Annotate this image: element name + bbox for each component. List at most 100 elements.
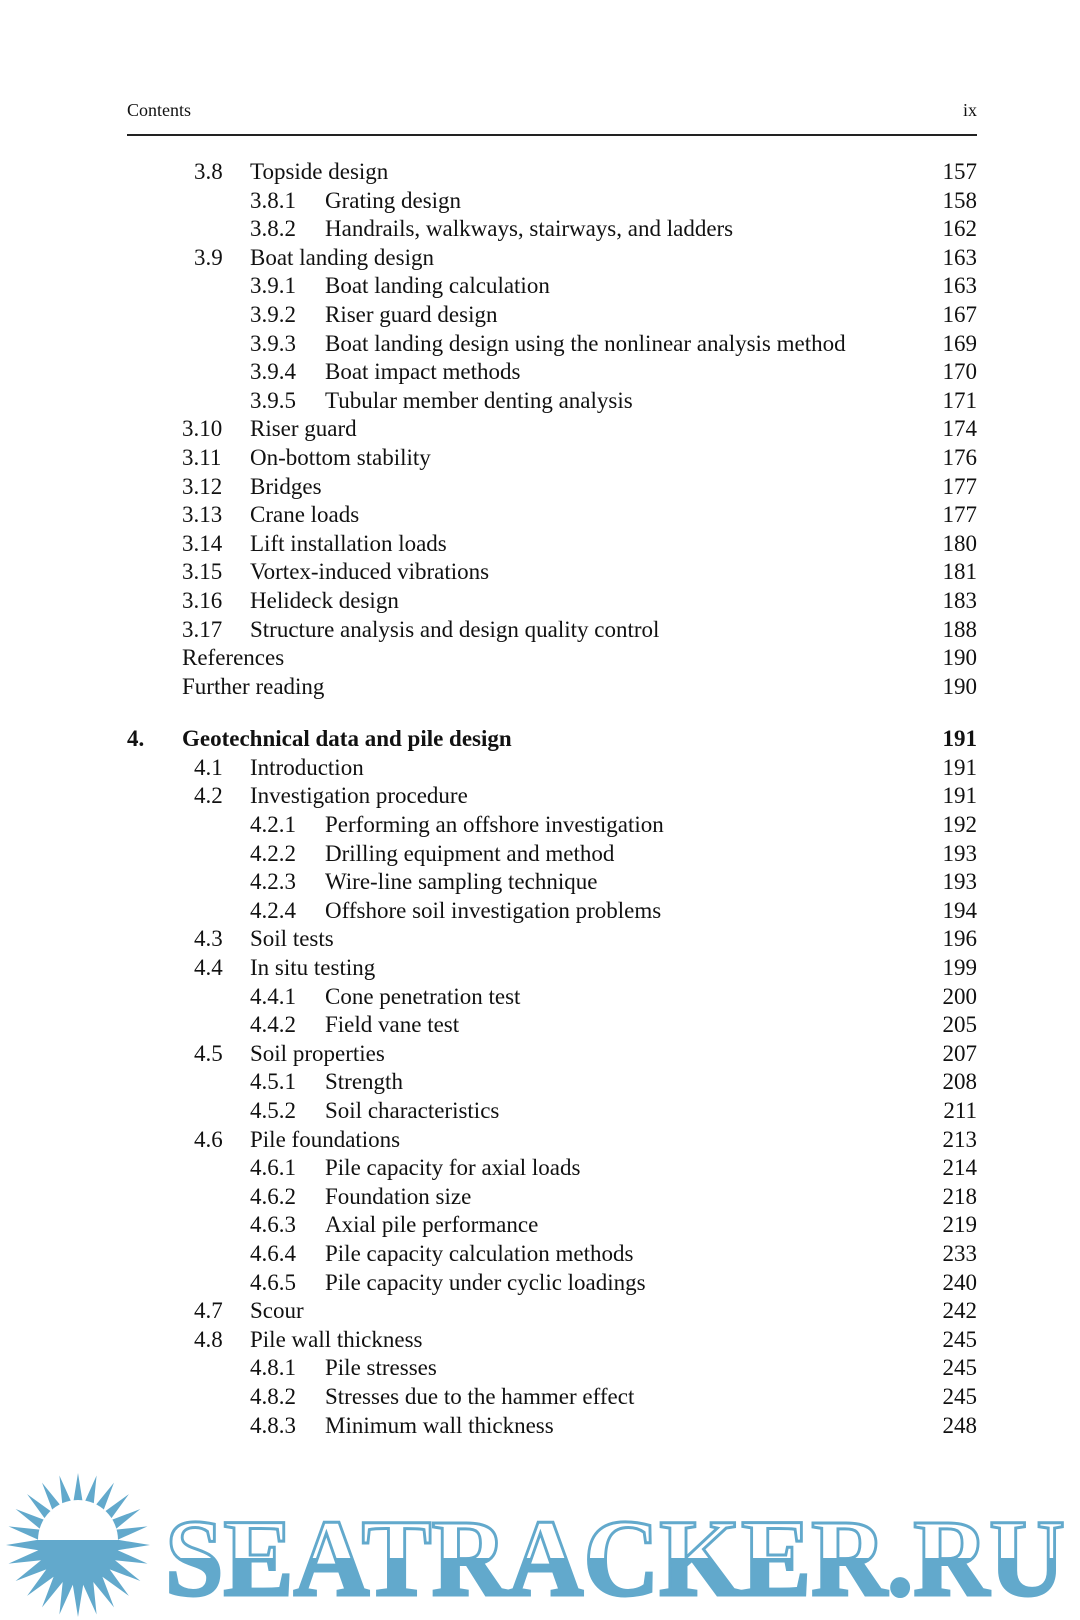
running-header: Contents ix bbox=[127, 100, 977, 121]
section-title: Riser guard bbox=[250, 416, 357, 442]
section-title: Soil properties bbox=[250, 1040, 385, 1066]
page-ref: 193 bbox=[942, 840, 978, 866]
section-number: 4.8.3 bbox=[250, 1412, 296, 1438]
section-number: 4.1 bbox=[194, 754, 223, 780]
section-title: In situ testing bbox=[250, 955, 376, 981]
section-title: Grating design bbox=[325, 187, 462, 213]
header-section-title: Contents bbox=[127, 100, 192, 120]
section-number: 3.12 bbox=[182, 473, 223, 499]
toc-entry: 4.6.2 Foundation size 218 bbox=[127, 1183, 977, 1212]
toc-entry: 3.14 Lift installation loads 180 bbox=[127, 530, 977, 559]
section-title: Drilling equipment and method bbox=[325, 840, 615, 866]
toc-entry: 4.8.3 Minimum wall thickness 248 bbox=[127, 1412, 977, 1441]
page-ref: 245 bbox=[942, 1383, 978, 1409]
section-title: Pile capacity calculation methods bbox=[325, 1240, 634, 1266]
toc-entry: 4.2.3 Wire-line sampling technique 193 bbox=[127, 868, 977, 897]
page-ref: 180 bbox=[942, 530, 978, 556]
section-title: On-bottom stability bbox=[250, 444, 431, 470]
section-number: 3.9 bbox=[194, 244, 223, 270]
toc-entry: 4.4.1 Cone penetration test 200 bbox=[127, 983, 977, 1012]
section-number: 3.8 bbox=[194, 159, 223, 184]
page-ref: 183 bbox=[942, 587, 978, 613]
section-number: 4.4 bbox=[194, 955, 223, 981]
section-title: Performing an offshore investigation bbox=[325, 812, 664, 838]
page-ref: 191 bbox=[942, 783, 978, 809]
toc-entry: 3.9.4 Boat impact methods 170 bbox=[127, 358, 977, 387]
section-number: 3.9.1 bbox=[250, 273, 296, 299]
section-number: 3.15 bbox=[182, 559, 223, 585]
page-ref: 242 bbox=[942, 1298, 978, 1324]
toc-entry: 4.6 Pile foundations 213 bbox=[127, 1126, 977, 1155]
section-number: 3.17 bbox=[182, 616, 223, 642]
section-title: Bridges bbox=[250, 473, 322, 499]
toc-entry: 4.8 Pile wall thickness 245 bbox=[127, 1326, 977, 1355]
section-number: 3.9.4 bbox=[250, 359, 296, 385]
page-ref: 176 bbox=[942, 444, 978, 470]
page-ref: 162 bbox=[942, 216, 978, 242]
toc-entry: 4.4 In situ testing 199 bbox=[127, 954, 977, 983]
page-ref: 218 bbox=[942, 1183, 978, 1209]
page-ref: 248 bbox=[942, 1412, 978, 1438]
page-ref: 170 bbox=[942, 359, 978, 385]
section-number: 4.8.2 bbox=[250, 1383, 296, 1409]
section-title: Boat landing design using the nonlinear … bbox=[325, 330, 846, 356]
toc-entry: 4.7 Scour 242 bbox=[127, 1297, 977, 1326]
section-number: 4.2.1 bbox=[250, 812, 296, 838]
section-title: Riser guard design bbox=[325, 301, 498, 327]
section-number: 3.8.1 bbox=[250, 187, 296, 213]
page-ref: 245 bbox=[942, 1355, 978, 1381]
section-title: Investigation procedure bbox=[250, 783, 468, 809]
toc-entry: 4.5 Soil properties 207 bbox=[127, 1040, 977, 1069]
toc-entry: 3.12 Bridges 177 bbox=[127, 473, 977, 502]
section-number: 4.6 bbox=[194, 1126, 223, 1152]
section-title: Stresses due to the hammer effect bbox=[325, 1383, 635, 1409]
toc-entry: References 190 bbox=[127, 644, 977, 673]
page-ref: 211 bbox=[943, 1098, 977, 1123]
toc-entry: Further reading 190 bbox=[127, 673, 977, 702]
page-ref: 196 bbox=[942, 926, 978, 952]
page-ref: 199 bbox=[942, 955, 978, 981]
toc-entry: 3.16 Helideck design 183 bbox=[127, 587, 977, 616]
toc-entry: 3.11 On-bottom stability 176 bbox=[127, 444, 977, 473]
toc-entry: 4.2.1 Performing an offshore investigatio… bbox=[127, 811, 977, 840]
page-ref: 214 bbox=[942, 1155, 978, 1181]
section-title: Crane loads bbox=[250, 502, 360, 528]
section-title: Handrails, walkways, stairways, and ladd… bbox=[325, 216, 734, 242]
page-ref: 167 bbox=[942, 301, 978, 327]
section-number: 3.10 bbox=[182, 416, 223, 442]
toc-entry: 3.9 Boat landing design 163 bbox=[127, 244, 977, 273]
page-ref: 181 bbox=[942, 559, 978, 585]
toc-entry: 4.8.1 Pile stresses 245 bbox=[127, 1354, 977, 1383]
section-number: 4.8.1 bbox=[250, 1355, 296, 1381]
section-title: Wire-line sampling technique bbox=[325, 869, 598, 895]
section-number: 4.2 bbox=[194, 783, 223, 809]
section-title: Boat landing calculation bbox=[325, 273, 550, 299]
page-ref: 190 bbox=[942, 645, 978, 671]
section-title: Further reading bbox=[182, 673, 325, 699]
section-title: Lift installation loads bbox=[250, 530, 447, 556]
section-title: Geotechnical data and pile design bbox=[182, 726, 512, 752]
page-ref: 245 bbox=[942, 1326, 978, 1352]
toc-entry: 3.9.2 Riser guard design 167 bbox=[127, 301, 977, 330]
section-title: Cone penetration test bbox=[325, 983, 521, 1009]
section-number: 4.4.2 bbox=[250, 1012, 296, 1038]
section-number: 3.9.5 bbox=[250, 387, 296, 413]
section-title: Axial pile performance bbox=[325, 1212, 539, 1238]
page-ref: 193 bbox=[942, 869, 978, 895]
toc-entry: 4.5.2 Soil characteristics 211 bbox=[127, 1097, 977, 1126]
page-ref: 174 bbox=[942, 416, 978, 442]
toc-entry: 3.9.1 Boat landing calculation 163 bbox=[127, 272, 977, 301]
toc-entry: 4.4.2 Field vane test 205 bbox=[127, 1011, 977, 1040]
section-number: 4.6.3 bbox=[250, 1212, 296, 1238]
section-title: References bbox=[182, 645, 285, 671]
section-title: Minimum wall thickness bbox=[325, 1412, 554, 1438]
section-title: Pile foundations bbox=[250, 1126, 401, 1152]
section-number: 3.8.2 bbox=[250, 216, 296, 242]
section-number: 4.6.4 bbox=[250, 1240, 296, 1266]
page-number: ix bbox=[962, 100, 977, 120]
toc-entry: 3.10 Riser guard 174 bbox=[127, 415, 977, 444]
section-title: Structure analysis and design quality co… bbox=[250, 616, 660, 642]
section-number: 4.4.1 bbox=[250, 983, 296, 1009]
page-ref: 191 bbox=[942, 726, 978, 752]
toc-entry: 4.1 Introduction 191 bbox=[127, 754, 977, 783]
